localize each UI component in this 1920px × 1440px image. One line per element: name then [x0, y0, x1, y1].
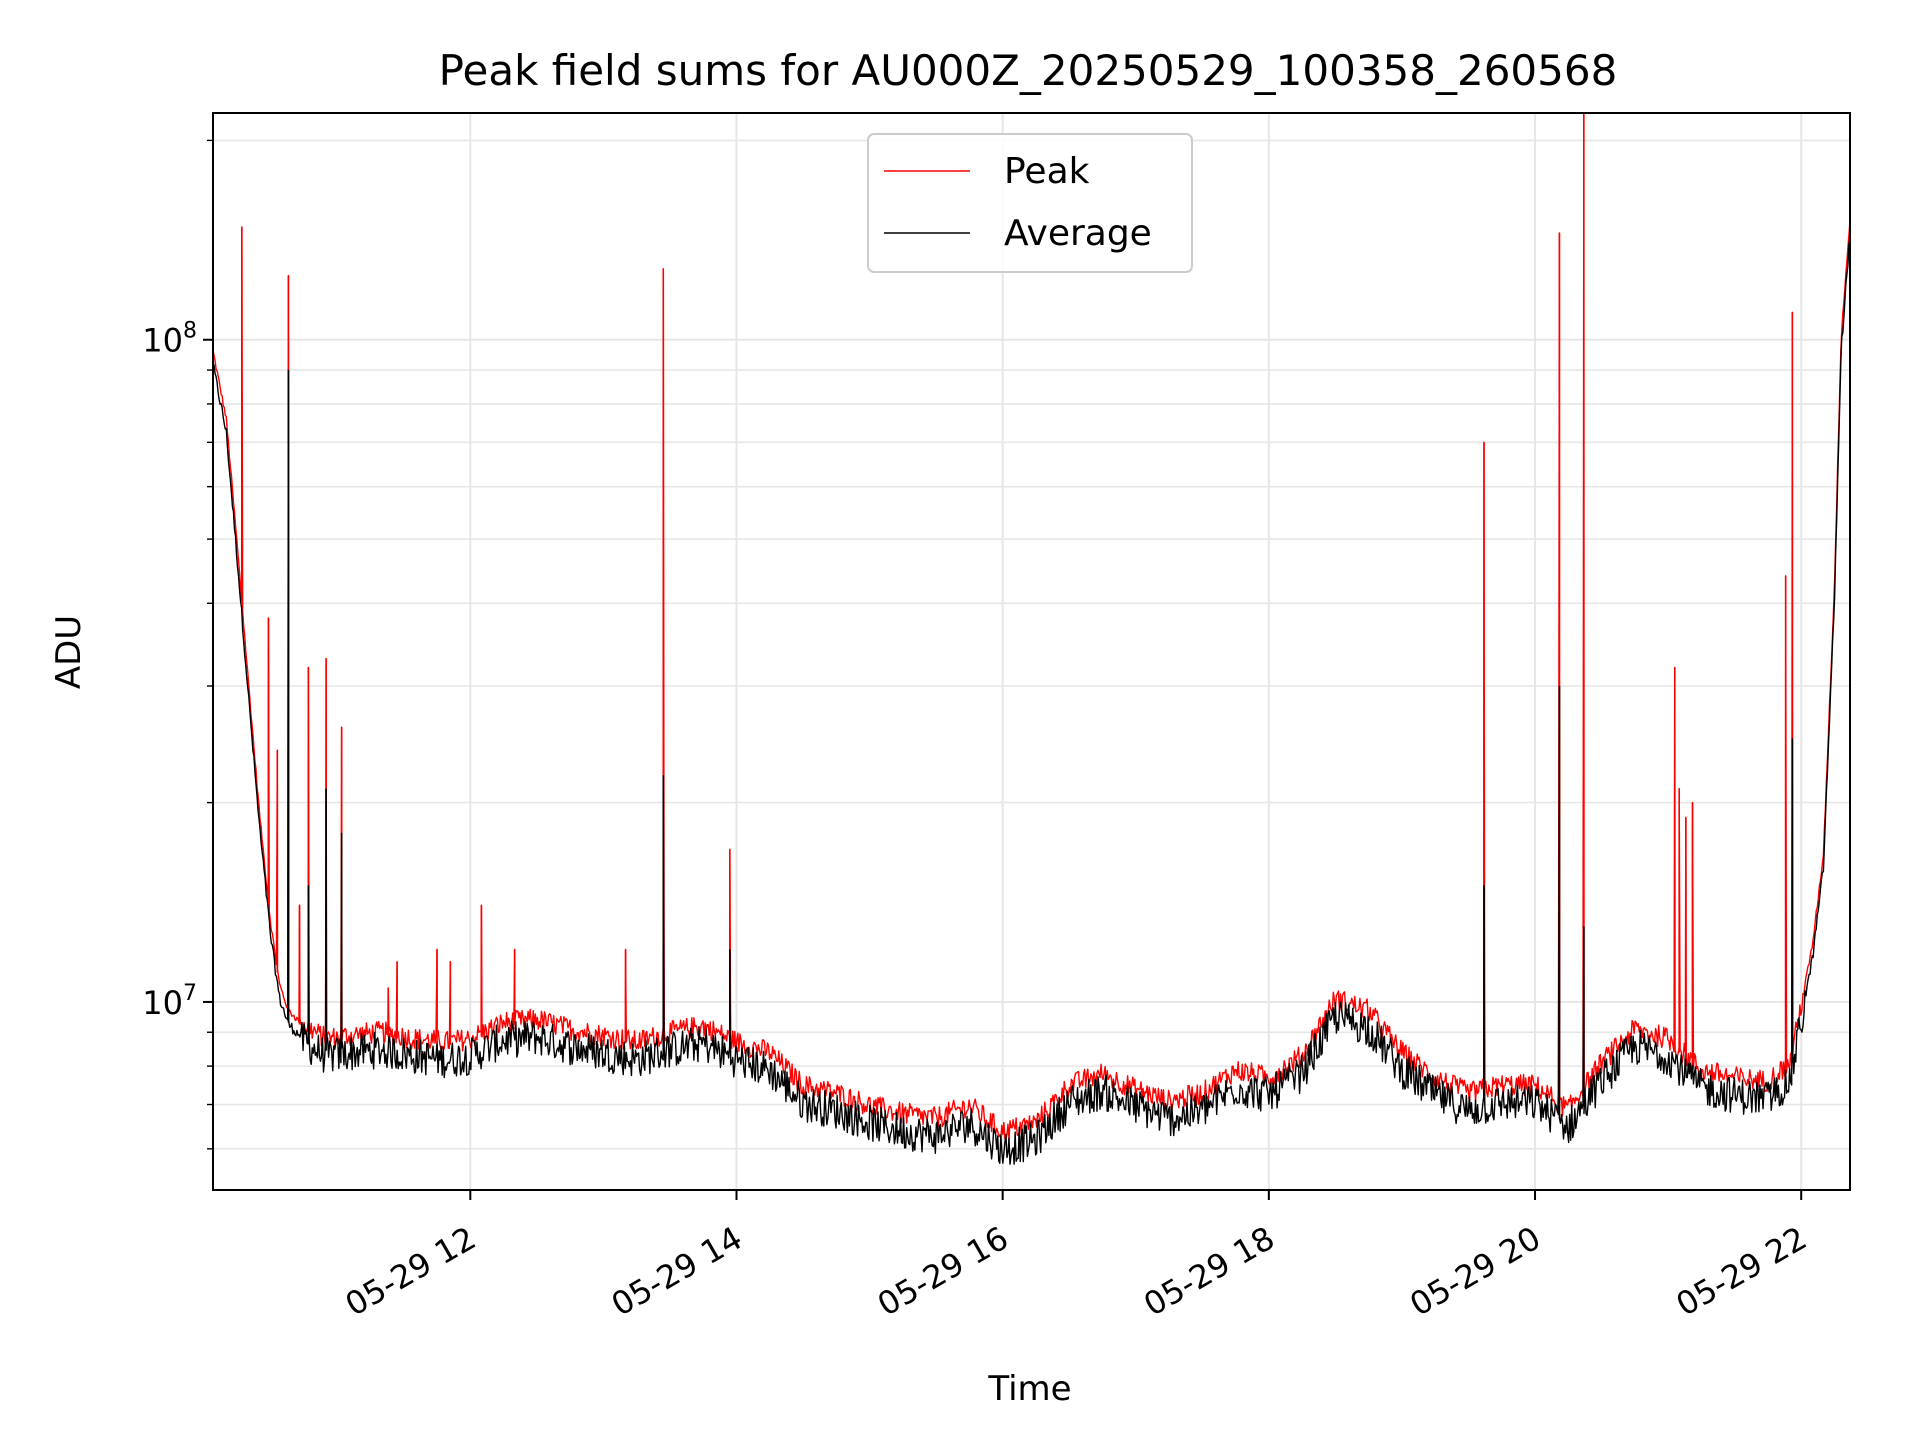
legend-label-peak: Peak: [1004, 151, 1090, 192]
plot-area: [212, 112, 1851, 1165]
legend: Peak Average: [867, 133, 1193, 273]
x-axis-title: Time: [987, 1369, 1071, 1409]
y-tick-label: 108: [142, 319, 197, 360]
grid-lines: [213, 113, 1850, 1190]
plot-frame: [212, 112, 1851, 1191]
legend-box: [867, 133, 1193, 273]
series-line-average: [212, 238, 1851, 1165]
series-line-peak: [212, 112, 1851, 1141]
y-tick-label: 107: [142, 981, 197, 1022]
chart-title: Peak field sums for AU000Z_20250529_1003…: [439, 46, 1618, 95]
y-axis-title: ADU: [49, 615, 89, 689]
legend-label-average: Average: [1004, 213, 1152, 254]
